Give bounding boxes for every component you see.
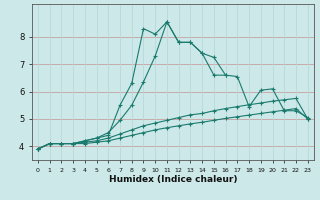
X-axis label: Humidex (Indice chaleur): Humidex (Indice chaleur) bbox=[108, 175, 237, 184]
